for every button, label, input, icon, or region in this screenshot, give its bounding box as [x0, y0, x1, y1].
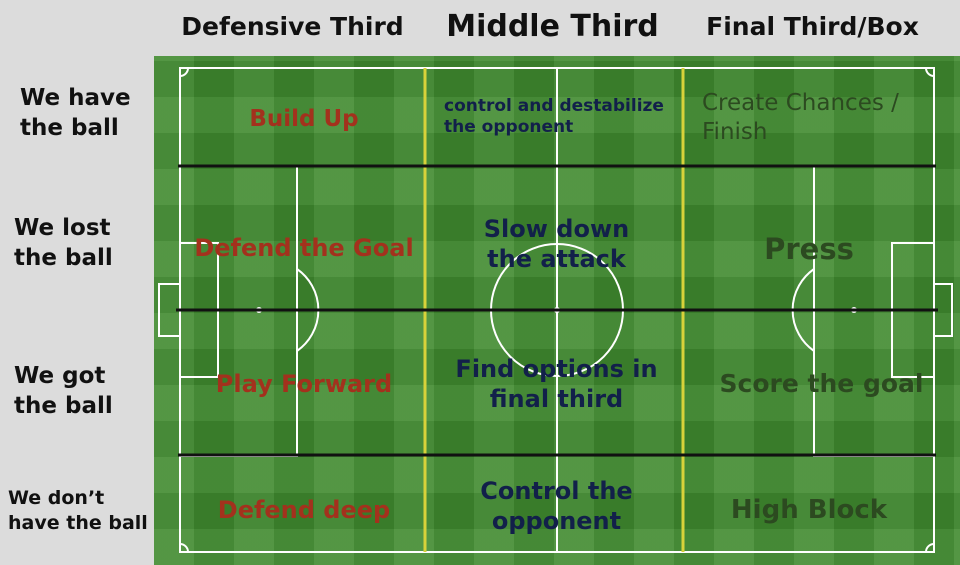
cell-play-forward: Play Forward — [215, 370, 393, 398]
cell-control-and-destabilize: control and destabilize the opponent — [444, 95, 664, 137]
corner-arc-bottom-right — [925, 543, 935, 553]
row-header-we-got-the-ball: We got the ball — [14, 363, 113, 419]
column-header-middle-third: Middle Third — [446, 8, 659, 44]
cell-press: Press — [764, 231, 854, 266]
column-header-final-third: Final Third/Box — [706, 11, 919, 41]
cell-high-block: High Block — [730, 494, 888, 525]
cell-control-the-opponent: Control the opponent — [480, 477, 633, 535]
cell-build-up: Build Up — [249, 105, 359, 132]
cell-defend-the-goal: Defend the Goal — [194, 234, 414, 262]
corner-arc-bottom-left — [179, 543, 189, 553]
row-header-we-dont-have-the-ball: We don’t have the ball — [8, 487, 148, 534]
cell-find-options-in-final-third: Find options in final third — [455, 355, 658, 413]
row-header-we-lost-the-ball: We lost the ball — [14, 215, 113, 271]
column-header-defensive-third: Defensive Third — [181, 11, 404, 41]
football-pitch: Build Up control and destabilize the opp… — [154, 56, 960, 565]
row-header-we-have-the-ball: We have the ball — [20, 85, 131, 141]
cell-defend-deep: Defend deep — [217, 496, 391, 524]
corner-arc-top-left — [179, 67, 189, 77]
pitch-markings — [158, 67, 953, 553]
cell-create-chances-finish: Create Chances / Finish — [702, 90, 899, 145]
corner-arc-top-right — [925, 67, 935, 77]
cell-score-the-goal: Score the goal — [719, 369, 924, 399]
cell-slow-down-the-attack: Slow down the attack — [483, 215, 630, 273]
